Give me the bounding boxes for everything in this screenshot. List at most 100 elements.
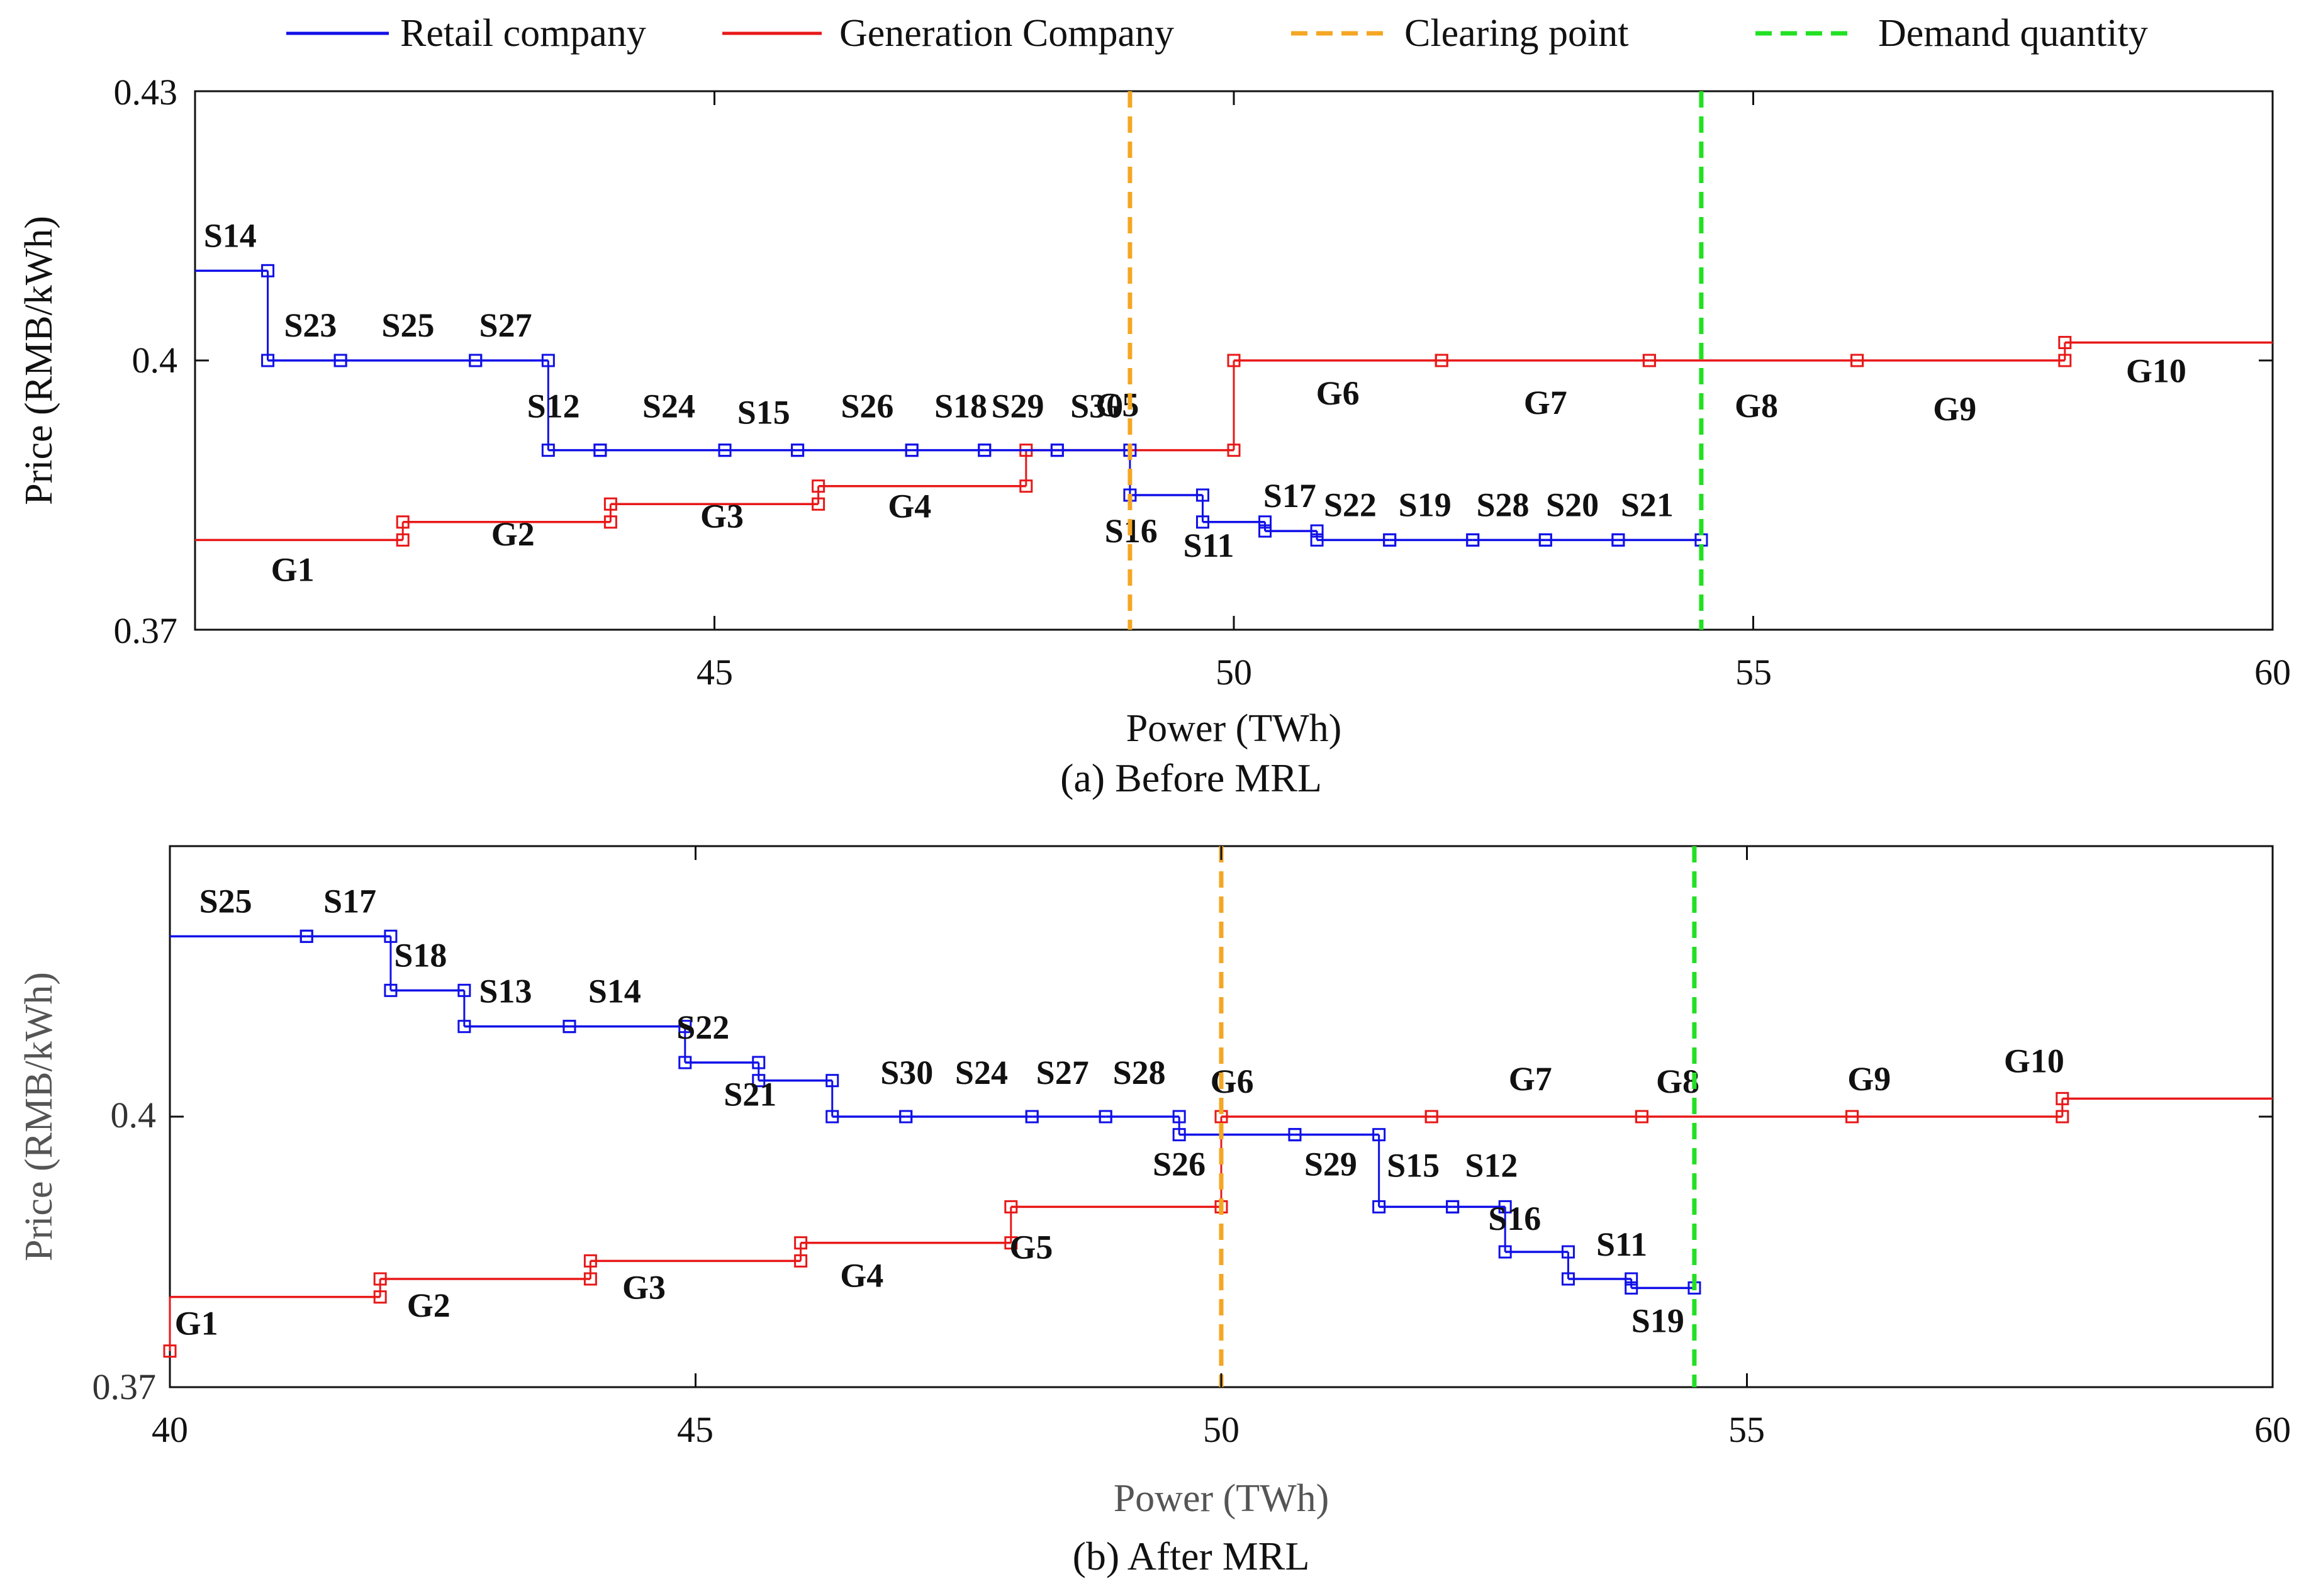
y-axis-title: Price (RMB/kWh) [18,972,60,1261]
retail-marker [1310,533,1324,547]
generation-marker [396,515,410,529]
retail-label-s13: S13 [479,973,532,1010]
retail-marker [678,1056,692,1069]
retail-label-s29: S29 [992,388,1044,425]
generation-label-g3: G3 [622,1268,666,1306]
generation-marker [2058,335,2072,349]
retail-label-s24: S24 [642,388,695,425]
retail-label-s30: S30 [880,1054,933,1091]
generation-marker [1424,1110,1438,1124]
retail-marker [718,444,732,457]
retail-marker [333,354,347,367]
generation-marker [603,497,617,511]
generation-label-g9: G9 [1933,390,1976,428]
panel-caption: (b) After MRL [1073,1534,1310,1578]
generation-label-g6: G6 [1316,374,1360,412]
retail-label-s20: S20 [1546,486,1599,523]
retail-label-s28: S28 [1113,1054,1166,1091]
legend-generation-label: Generation Company [839,12,1174,55]
retail-label-s12: S12 [1465,1146,1518,1184]
retail-label-s19: S19 [1399,486,1452,523]
retail-marker [1372,1200,1386,1214]
x-tick-label: 55 [1728,1409,1765,1450]
retail-marker [299,929,313,943]
retail-label-s27: S27 [479,306,532,344]
retail-label-s15: S15 [1387,1146,1440,1184]
generation-marker [1642,354,1656,367]
retail-marker [1195,515,1209,529]
generation-marker [163,1344,177,1358]
retail-label-s27: S27 [1036,1054,1089,1091]
retail-marker [469,354,483,367]
generation-marker [1635,1110,1648,1124]
retail-label-s23: S23 [284,306,337,344]
retail-marker [825,1110,839,1124]
retail-marker [1025,1110,1039,1124]
retail-marker [1446,1200,1460,1214]
generation-marker [1004,1200,1018,1214]
retail-label-s26: S26 [1153,1146,1206,1183]
retail-marker [1172,1128,1186,1142]
y-tick-label: 0.43 [114,72,178,113]
generation-label-g4: G4 [888,488,931,525]
generation-label-g9: G9 [1847,1060,1891,1098]
retail-label-s24: S24 [955,1054,1008,1091]
generation-label-g5: G5 [1009,1228,1053,1266]
retail-marker [562,1020,576,1034]
retail-marker [541,444,555,457]
x-tick-label: 45 [677,1409,713,1450]
generation-marker [1845,1110,1859,1124]
x-axis-title: Power (TWh) [1114,1477,1329,1520]
retail-label-s28: S28 [1476,486,1529,523]
generation-label-g4: G4 [840,1257,883,1295]
retail-label-s14: S14 [588,973,641,1010]
retail-marker [905,444,919,457]
retail-marker [1099,1110,1112,1124]
retail-label-s22: S22 [1324,486,1377,523]
retail-label-s17: S17 [1263,477,1316,515]
legend-clearing-label: Clearing point [1404,12,1628,55]
x-tick-label: 45 [697,652,733,693]
x-tick-label: 50 [1216,652,1252,693]
retail-label-s15: S15 [737,394,790,432]
generation-marker [1227,354,1241,367]
generation-marker [794,1236,808,1250]
retail-label-s16: S16 [1488,1200,1541,1237]
retail-label-s19: S19 [1631,1302,1684,1339]
x-tick-label: 55 [1735,652,1772,693]
generation-label-g7: G7 [1524,384,1567,421]
retail-marker [1383,533,1397,547]
retail-label-s29: S29 [1304,1146,1357,1183]
y-tick-label: 0.4 [132,340,178,381]
retail-marker [899,1110,913,1124]
y-tick-label: 0.37 [92,1366,157,1407]
generation-marker [812,479,825,493]
generation-marker [373,1272,387,1286]
retail-label-s12: S12 [527,388,580,425]
generation-marker [2056,1091,2069,1105]
tick-marks [170,846,2273,1387]
retail-marker [1498,1245,1512,1259]
retail-marker [791,444,805,457]
retail-marker [1561,1272,1575,1286]
retail-marker [978,444,992,457]
generation-label-g6: G6 [1211,1063,1254,1100]
retail-label-s11: S11 [1596,1225,1647,1263]
tick-marks [195,91,2273,630]
retail-label-s30: S30 [1070,388,1123,425]
retail-label-s18: S18 [934,388,987,425]
legend-retail-label: Retail company [400,12,646,55]
generation-label-g10: G10 [2126,352,2186,389]
x-tick-label: 60 [2254,1409,2291,1450]
generation-marker [1850,354,1864,367]
generation-marker [583,1254,597,1268]
generation-label-g3: G3 [700,497,744,535]
generation-label-g1: G1 [271,550,315,588]
retail-marker [384,983,398,997]
generation-label-g8: G8 [1735,387,1778,425]
retail-label-s17: S17 [323,882,376,920]
y-axis-title: Price (RMB/kWh) [18,216,60,505]
